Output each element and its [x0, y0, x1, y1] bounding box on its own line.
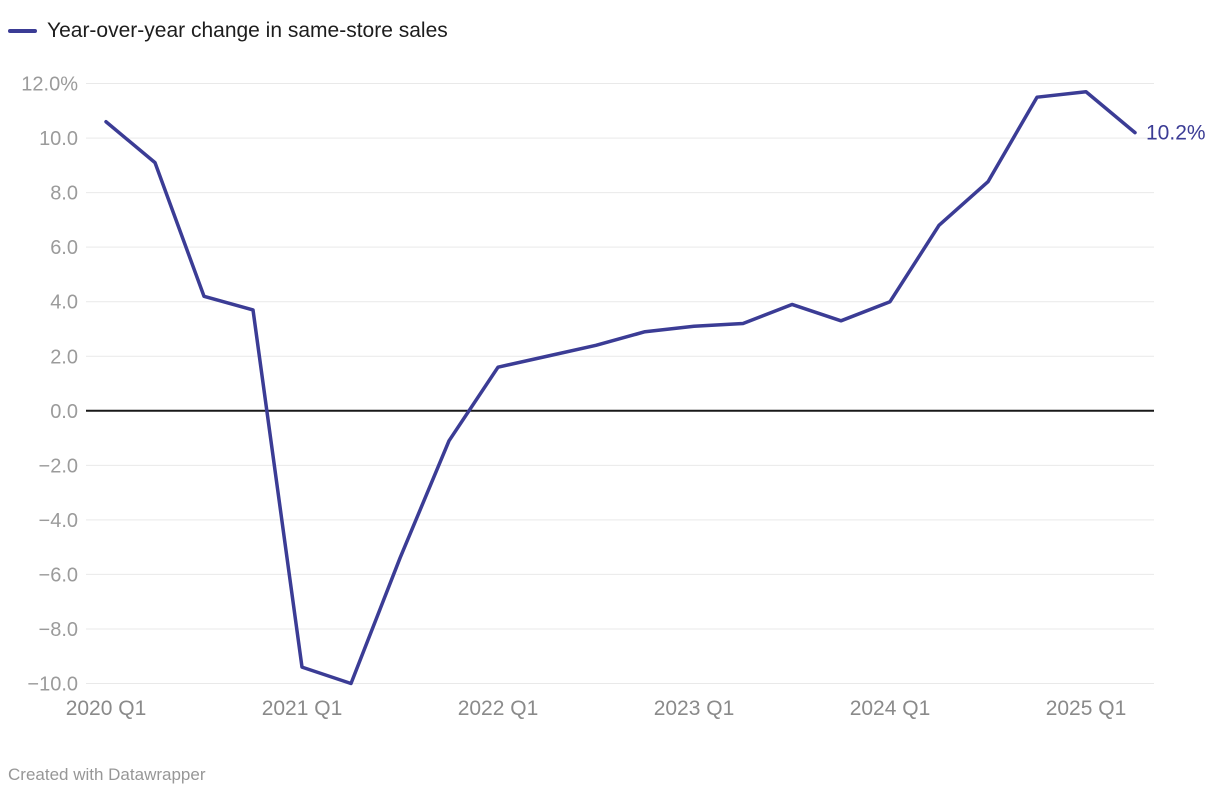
- y-tick-label: −6.0: [39, 564, 78, 586]
- legend-label: Year-over-year change in same-store sale…: [47, 19, 448, 42]
- x-tick-label: 2025 Q1: [1046, 697, 1127, 720]
- x-tick-label: 2024 Q1: [850, 697, 931, 720]
- x-tick-label: 2021 Q1: [262, 697, 343, 720]
- series-line: [104, 89, 1137, 686]
- attribution: Created with Datawrapper: [8, 765, 206, 784]
- y-tick-label: 0.0: [50, 401, 78, 423]
- legend-line-swatch: [8, 29, 37, 33]
- x-tick-label: 2023 Q1: [654, 697, 735, 720]
- y-tick-label: −2.0: [39, 455, 78, 477]
- series-end-value-label: 10.2%: [1146, 122, 1206, 145]
- y-tick-label: 12.0%: [21, 74, 78, 96]
- x-tick-label: 2020 Q1: [66, 697, 147, 720]
- y-tick-label: −8.0: [39, 619, 78, 641]
- y-tick-label: 6.0: [50, 237, 78, 259]
- x-tick-label: 2022 Q1: [458, 697, 539, 720]
- y-tick-label: 2.0: [50, 346, 78, 368]
- y-tick-label: 4.0: [50, 292, 78, 314]
- y-tick-label: −10.0: [27, 674, 78, 696]
- y-tick-label: −4.0: [39, 510, 78, 532]
- legend: Year-over-year change in same-store sale…: [8, 18, 448, 44]
- y-tick-label: 10.0: [39, 128, 78, 150]
- y-tick-label: 8.0: [50, 183, 78, 205]
